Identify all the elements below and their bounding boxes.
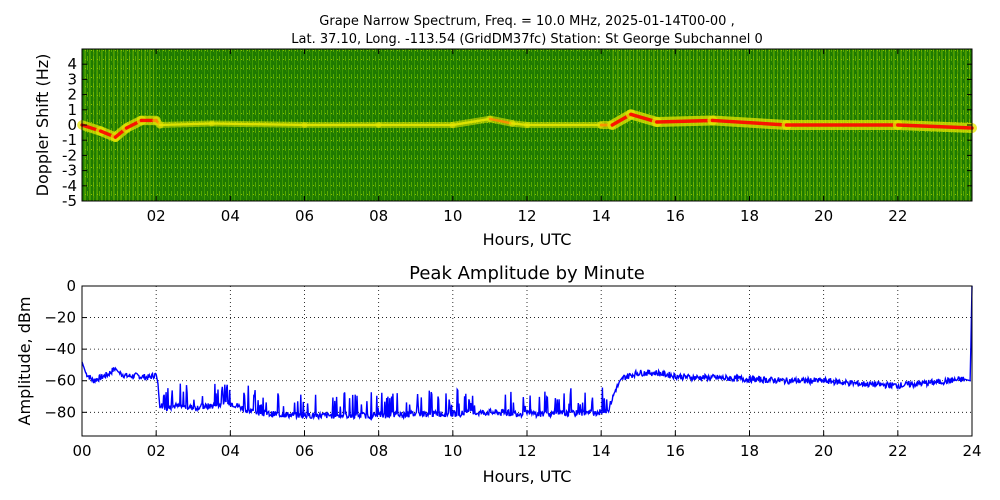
amplitude-title: Peak Amplitude by Minute [409, 263, 645, 284]
spectrogram-y-axis-label: Doppler Shift (Hz) [33, 54, 52, 197]
spectrogram-y-tick-label: -3 [62, 162, 77, 180]
spectrogram-y-tick-label: 3 [67, 70, 77, 88]
spectrogram-x-tick-label: 22 [888, 207, 907, 225]
spectrogram-title-line1: Grape Narrow Spectrum, Freq. = 10.0 MHz,… [319, 14, 734, 29]
spectrogram-x-tick-label: 08 [369, 207, 388, 225]
spectrogram-x-tick-label: 20 [814, 207, 833, 225]
amplitude-x-tick-label: 16 [666, 442, 685, 460]
amplitude-x-tick-label: 06 [295, 442, 314, 460]
spectrogram-x-axis-label: Hours, UTC [483, 230, 572, 249]
amplitude-x-tick-label: 14 [592, 442, 611, 460]
amplitude-x-tick-label: 24 [962, 442, 981, 460]
spectrogram-y-tick-label: 2 [67, 86, 77, 104]
spectrogram-x-tick-label: 12 [517, 207, 536, 225]
amplitude-x-axis-label: Hours, UTC [483, 467, 572, 486]
amplitude-x-tick-label: 02 [147, 442, 166, 460]
spectrogram-x-ticks: 02 04 06 08 10 12 14 16 18 20 22 [147, 49, 907, 225]
ridge-core-segment [451, 117, 492, 127]
amplitude-x-ticks: 00 02 04 06 08 10 12 14 16 18 20 22 24 [72, 431, 982, 460]
amplitude-y-axis-label: Amplitude, dBm [15, 297, 34, 426]
amplitude-x-tick-label: 08 [369, 442, 388, 460]
amplitude-y-tick-label: −40 [44, 340, 76, 358]
ridge-core-segment [488, 117, 514, 125]
ridge-core-segment [158, 122, 213, 127]
amplitude-x-tick-label: 10 [443, 442, 462, 460]
amplitude-x-tick-label: 04 [221, 442, 240, 460]
ridge-core-segment [710, 118, 789, 127]
amplitude-x-tick-label: 12 [517, 442, 536, 460]
spectrogram-y-tick-label: 4 [67, 55, 77, 73]
spectrogram-y-tick-label: -1 [62, 131, 77, 149]
amplitude-x-tick-label: 20 [814, 442, 833, 460]
ridge-core-segment [655, 118, 715, 124]
spectrogram-y-tick-label: -2 [62, 146, 77, 164]
ridge-core-segment [896, 123, 974, 130]
spectrogram-title-line2: Lat. 37.10, Long. -113.54 (GridDM37fc) S… [291, 32, 762, 47]
amplitude-y-ticks: 0 −20 −40 −60 −80 [44, 277, 87, 421]
spectrogram-x-tick-label: 10 [443, 207, 462, 225]
amplitude-y-tick-label: 0 [66, 277, 76, 295]
spectrogram-x-tick-label: 14 [592, 207, 611, 225]
amplitude-y-tick-label: −60 [44, 372, 76, 390]
spectrogram-x-tick-label: 02 [147, 207, 166, 225]
spectrogram-y-tick-label: -4 [62, 177, 77, 195]
amplitude-y-tick-label: −80 [44, 403, 76, 421]
amplitude-x-tick-label: 00 [72, 442, 91, 460]
spectrogram-x-tick-label: 04 [221, 207, 240, 225]
spectrogram-x-tick-label: 06 [295, 207, 314, 225]
amplitude-y-tick-label: −20 [44, 309, 76, 327]
amplitude-x-tick-label: 18 [740, 442, 759, 460]
spectrogram-panel: Grape Narrow Spectrum, Freq. = 10.0 MHz,… [33, 14, 977, 249]
spectrogram-y-tick-label: 1 [67, 101, 77, 119]
spectrogram-x-tick-label: 18 [740, 207, 759, 225]
spectrogram-y-tick-label: 0 [67, 116, 77, 134]
amplitude-panel: Peak Amplitude by Minute 00 02 04 06 08 10 12 1… [15, 263, 982, 486]
spectrogram-x-tick-label: 16 [666, 207, 685, 225]
ridge-core-segment [210, 122, 306, 127]
spectrogram-ridge [77, 109, 977, 142]
amplitude-series-line [81, 285, 973, 421]
amplitude-x-tick-label: 22 [888, 442, 907, 460]
spectrogram-y-tick-label: -5 [62, 192, 77, 210]
